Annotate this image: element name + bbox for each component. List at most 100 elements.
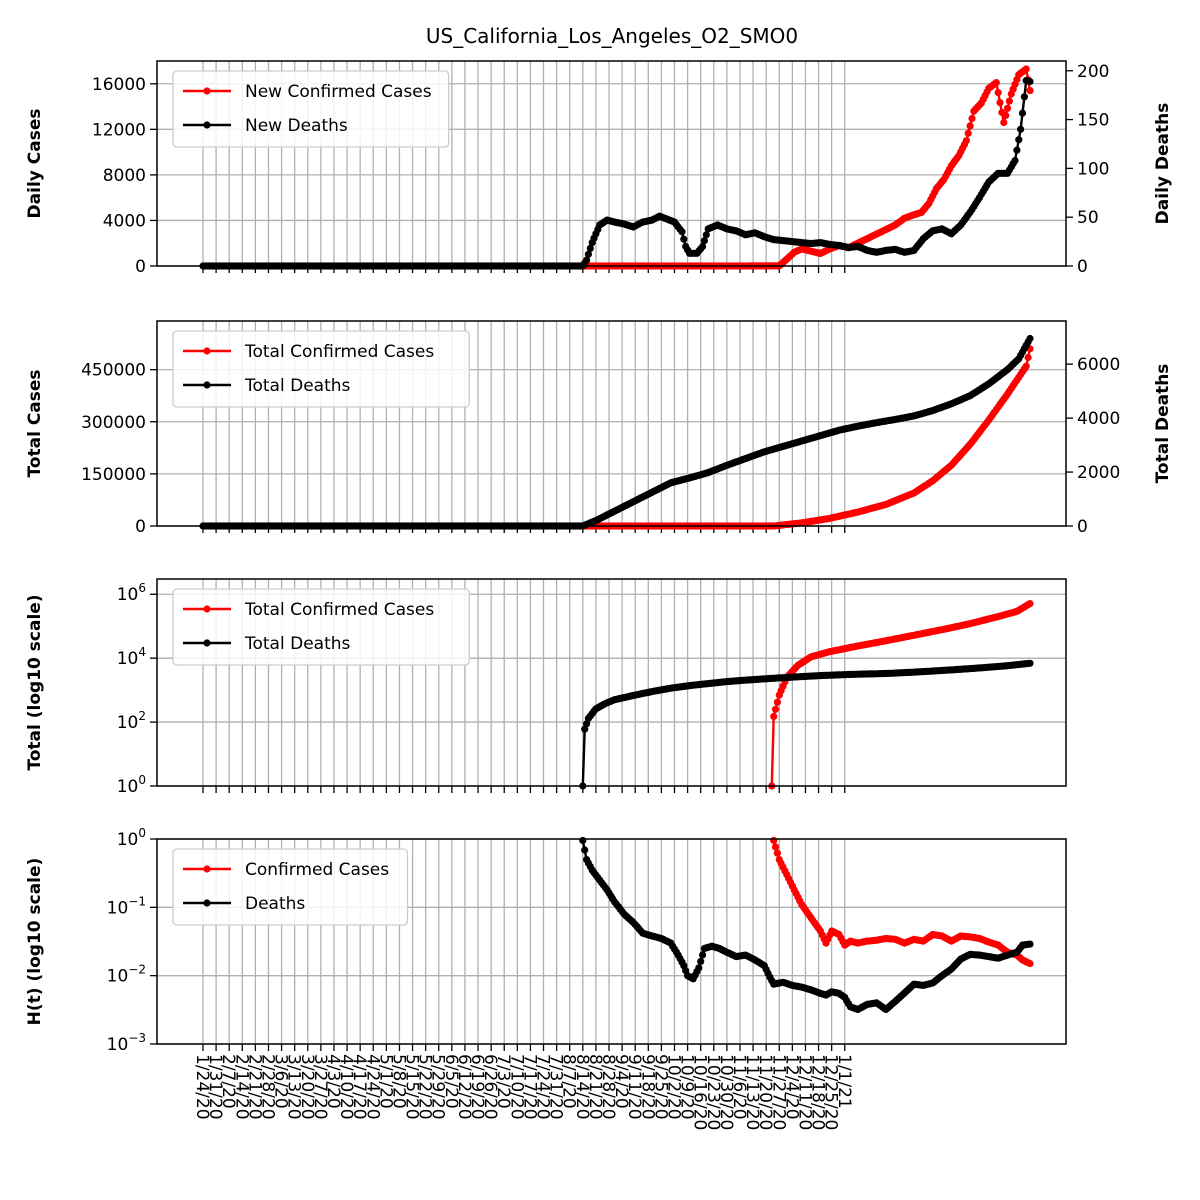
data-point bbox=[771, 705, 780, 713]
series-layer bbox=[579, 836, 1034, 1014]
x-tick-label: 10/30/20 bbox=[716, 1054, 736, 1130]
data-point bbox=[702, 231, 710, 239]
y-tick-label: 12000 bbox=[92, 120, 146, 140]
panel-2: 0 150000 300000 450000 0 2000 4000 6000 Total Ca… bbox=[25, 320, 1173, 537]
y-right-tick-label: 2000 bbox=[1077, 463, 1120, 483]
y-tick-label: 10−3 bbox=[107, 1031, 146, 1055]
y-tick-label: 8000 bbox=[103, 166, 146, 186]
panel-1: 0 4000 8000 12000 16000 0 50 100 150 200 Daily Cas… bbox=[25, 60, 1173, 277]
axes-frame bbox=[156, 578, 1067, 787]
x-tick-label: 7/17/20 bbox=[519, 1054, 539, 1120]
x-tick-label: 11/20/20 bbox=[755, 1054, 775, 1130]
x-tick-label: 8/21/20 bbox=[585, 1054, 605, 1120]
y-tick-label: 106 bbox=[117, 581, 146, 605]
y-right-tick-label: 100 bbox=[1077, 159, 1109, 179]
y-tick-label: 4000 bbox=[103, 211, 146, 231]
data-point bbox=[1022, 65, 1030, 73]
data-point bbox=[1026, 960, 1034, 968]
data-point bbox=[1000, 118, 1008, 127]
data-point bbox=[771, 843, 780, 851]
x-tick-label: 12/18/20 bbox=[808, 1054, 828, 1130]
data-point bbox=[962, 137, 971, 145]
x-tick-label: 7/24/20 bbox=[533, 1054, 553, 1120]
y-right-tick-label: 0 bbox=[1077, 517, 1088, 537]
legend-marker bbox=[203, 381, 211, 389]
legend: Total Confirmed Cases Total Deaths bbox=[172, 330, 470, 408]
panel-4: 10−3 10−2 10−1 100 H(t) (log10 scale) Confirm… bbox=[25, 826, 1067, 1055]
data-point bbox=[994, 89, 1002, 97]
y-right-axis-label: Total Deaths bbox=[1153, 364, 1173, 484]
y-axis-label: Total Cases bbox=[25, 369, 45, 477]
data-point bbox=[581, 725, 589, 733]
panel-3: 100 102 104 106 Total (log10 scale) Total Con… bbox=[25, 578, 1067, 797]
x-tick-label: 6/26/20 bbox=[480, 1054, 500, 1120]
legend-label: Total Confirmed Cases bbox=[244, 600, 434, 620]
legend-marker bbox=[203, 899, 211, 907]
y-axis-label: Total (log10 scale) bbox=[25, 594, 45, 770]
x-tick-label: 12/4/20 bbox=[781, 1054, 801, 1120]
data-point bbox=[1026, 334, 1034, 343]
data-point bbox=[579, 836, 587, 845]
y-right-axis-label: Daily Deaths bbox=[1153, 103, 1173, 225]
x-tick-label: 5/29/20 bbox=[428, 1054, 448, 1120]
y-right-tick-label: 4000 bbox=[1077, 409, 1120, 429]
x-tick-label: 10/2/20 bbox=[663, 1054, 683, 1120]
legend-label: New Confirmed Cases bbox=[245, 82, 432, 102]
legend-label: Total Confirmed Cases bbox=[244, 342, 434, 362]
x-tick-label: 1/24/20 bbox=[192, 1054, 212, 1120]
x-tick-label: 5/8/20 bbox=[388, 1054, 408, 1109]
legend-marker bbox=[203, 605, 211, 613]
data-point bbox=[1017, 125, 1025, 133]
y-right-tick-label: 50 bbox=[1077, 208, 1099, 228]
data-point bbox=[1026, 77, 1034, 86]
axes-frame bbox=[156, 60, 1067, 267]
x-tick-label: 3/6/20 bbox=[271, 1054, 291, 1109]
data-point bbox=[770, 836, 778, 845]
x-tick-label: 8/28/20 bbox=[598, 1054, 618, 1120]
x-tick-label: 10/23/20 bbox=[703, 1054, 723, 1130]
x-tick-label: 10/9/20 bbox=[677, 1054, 697, 1120]
legend-marker bbox=[203, 865, 211, 873]
data-point bbox=[1002, 111, 1010, 119]
legend-label: Total Deaths bbox=[244, 634, 351, 654]
x-tick-label: 5/22/20 bbox=[415, 1054, 435, 1120]
y-tick-label: 300000 bbox=[81, 413, 146, 433]
legend-label: New Deaths bbox=[245, 116, 348, 136]
legend-marker bbox=[203, 87, 211, 95]
x-tick-label: 3/20/20 bbox=[297, 1054, 317, 1120]
data-point bbox=[1024, 353, 1032, 362]
data-point bbox=[773, 849, 782, 857]
data-point bbox=[584, 250, 593, 258]
data-point bbox=[1026, 87, 1034, 95]
x-tick-label: 12/25/20 bbox=[821, 1054, 841, 1130]
x-tick-label: 6/5/20 bbox=[441, 1054, 461, 1109]
legend-marker bbox=[203, 347, 211, 355]
data-point bbox=[697, 957, 705, 966]
y-tick-label: 150000 bbox=[81, 465, 146, 485]
x-tick-label: 4/10/20 bbox=[336, 1054, 356, 1120]
data-point bbox=[1003, 104, 1012, 112]
legend-label: Confirmed Cases bbox=[245, 860, 389, 880]
data-point bbox=[1013, 146, 1021, 154]
x-tick-label: 9/4/20 bbox=[611, 1054, 631, 1109]
data-point bbox=[700, 237, 709, 245]
y-tick-label: 0 bbox=[135, 517, 146, 537]
y-tick-label: 10−2 bbox=[107, 963, 146, 987]
y-tick-label: 102 bbox=[117, 709, 146, 733]
figure-title: US_California_Los_Angeles_O2_SMO0 bbox=[426, 24, 798, 48]
y-axis-label: Daily Cases bbox=[25, 109, 45, 219]
data-point bbox=[680, 235, 688, 243]
x-tick-label: 5/15/20 bbox=[402, 1054, 422, 1120]
legend: Total Confirmed Cases Total Deaths bbox=[172, 588, 470, 666]
data-point bbox=[1020, 93, 1028, 101]
data-point bbox=[1015, 136, 1023, 144]
legend: New Confirmed Cases New Deaths bbox=[172, 70, 450, 148]
x-tick-label: 4/24/20 bbox=[362, 1054, 382, 1120]
x-tick-label: 7/3/20 bbox=[493, 1054, 513, 1109]
data-point bbox=[968, 114, 976, 123]
y-tick-label: 100 bbox=[117, 773, 146, 797]
data-point bbox=[773, 698, 782, 706]
y-tick-label: 104 bbox=[117, 645, 146, 669]
x-tick-label: 2/28/20 bbox=[257, 1054, 277, 1120]
